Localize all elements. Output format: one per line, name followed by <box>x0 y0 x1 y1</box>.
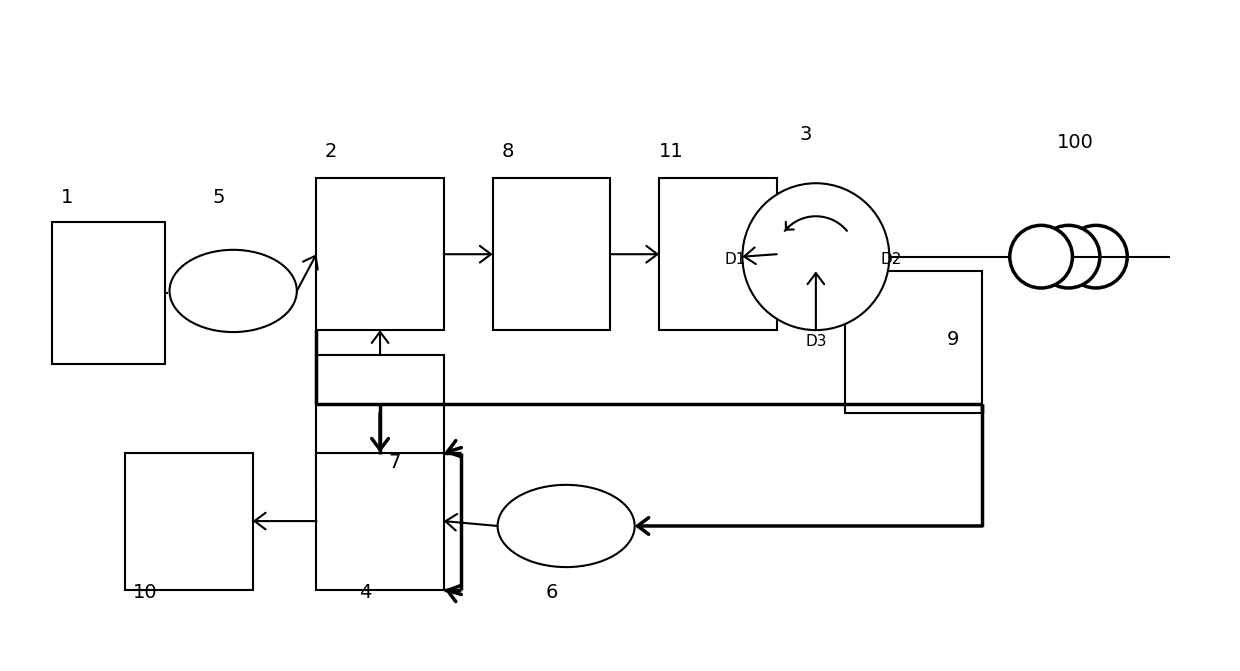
Text: D3: D3 <box>805 334 827 350</box>
Text: 7: 7 <box>388 453 401 472</box>
Bar <box>660 178 776 330</box>
Circle shape <box>1037 225 1100 288</box>
Bar <box>125 452 253 590</box>
Text: 5: 5 <box>212 189 224 207</box>
Text: 1: 1 <box>61 189 73 207</box>
Ellipse shape <box>170 250 296 332</box>
Text: 9: 9 <box>947 330 960 350</box>
Circle shape <box>1065 225 1127 288</box>
Text: 8: 8 <box>501 142 513 162</box>
Text: D1: D1 <box>725 252 746 267</box>
Bar <box>316 178 444 330</box>
Bar <box>846 271 982 413</box>
Text: 6: 6 <box>546 583 558 602</box>
Text: 11: 11 <box>658 142 683 162</box>
Text: 3: 3 <box>800 125 812 144</box>
Text: 4: 4 <box>360 583 372 602</box>
Text: 10: 10 <box>133 583 157 602</box>
Bar <box>316 354 444 492</box>
Ellipse shape <box>497 485 635 567</box>
Circle shape <box>743 183 889 330</box>
Text: D2: D2 <box>880 252 901 267</box>
Circle shape <box>1009 225 1073 288</box>
Text: 100: 100 <box>1056 133 1094 152</box>
Bar <box>52 222 165 364</box>
Bar <box>316 452 444 590</box>
Text: 2: 2 <box>325 142 337 162</box>
Bar <box>492 178 610 330</box>
